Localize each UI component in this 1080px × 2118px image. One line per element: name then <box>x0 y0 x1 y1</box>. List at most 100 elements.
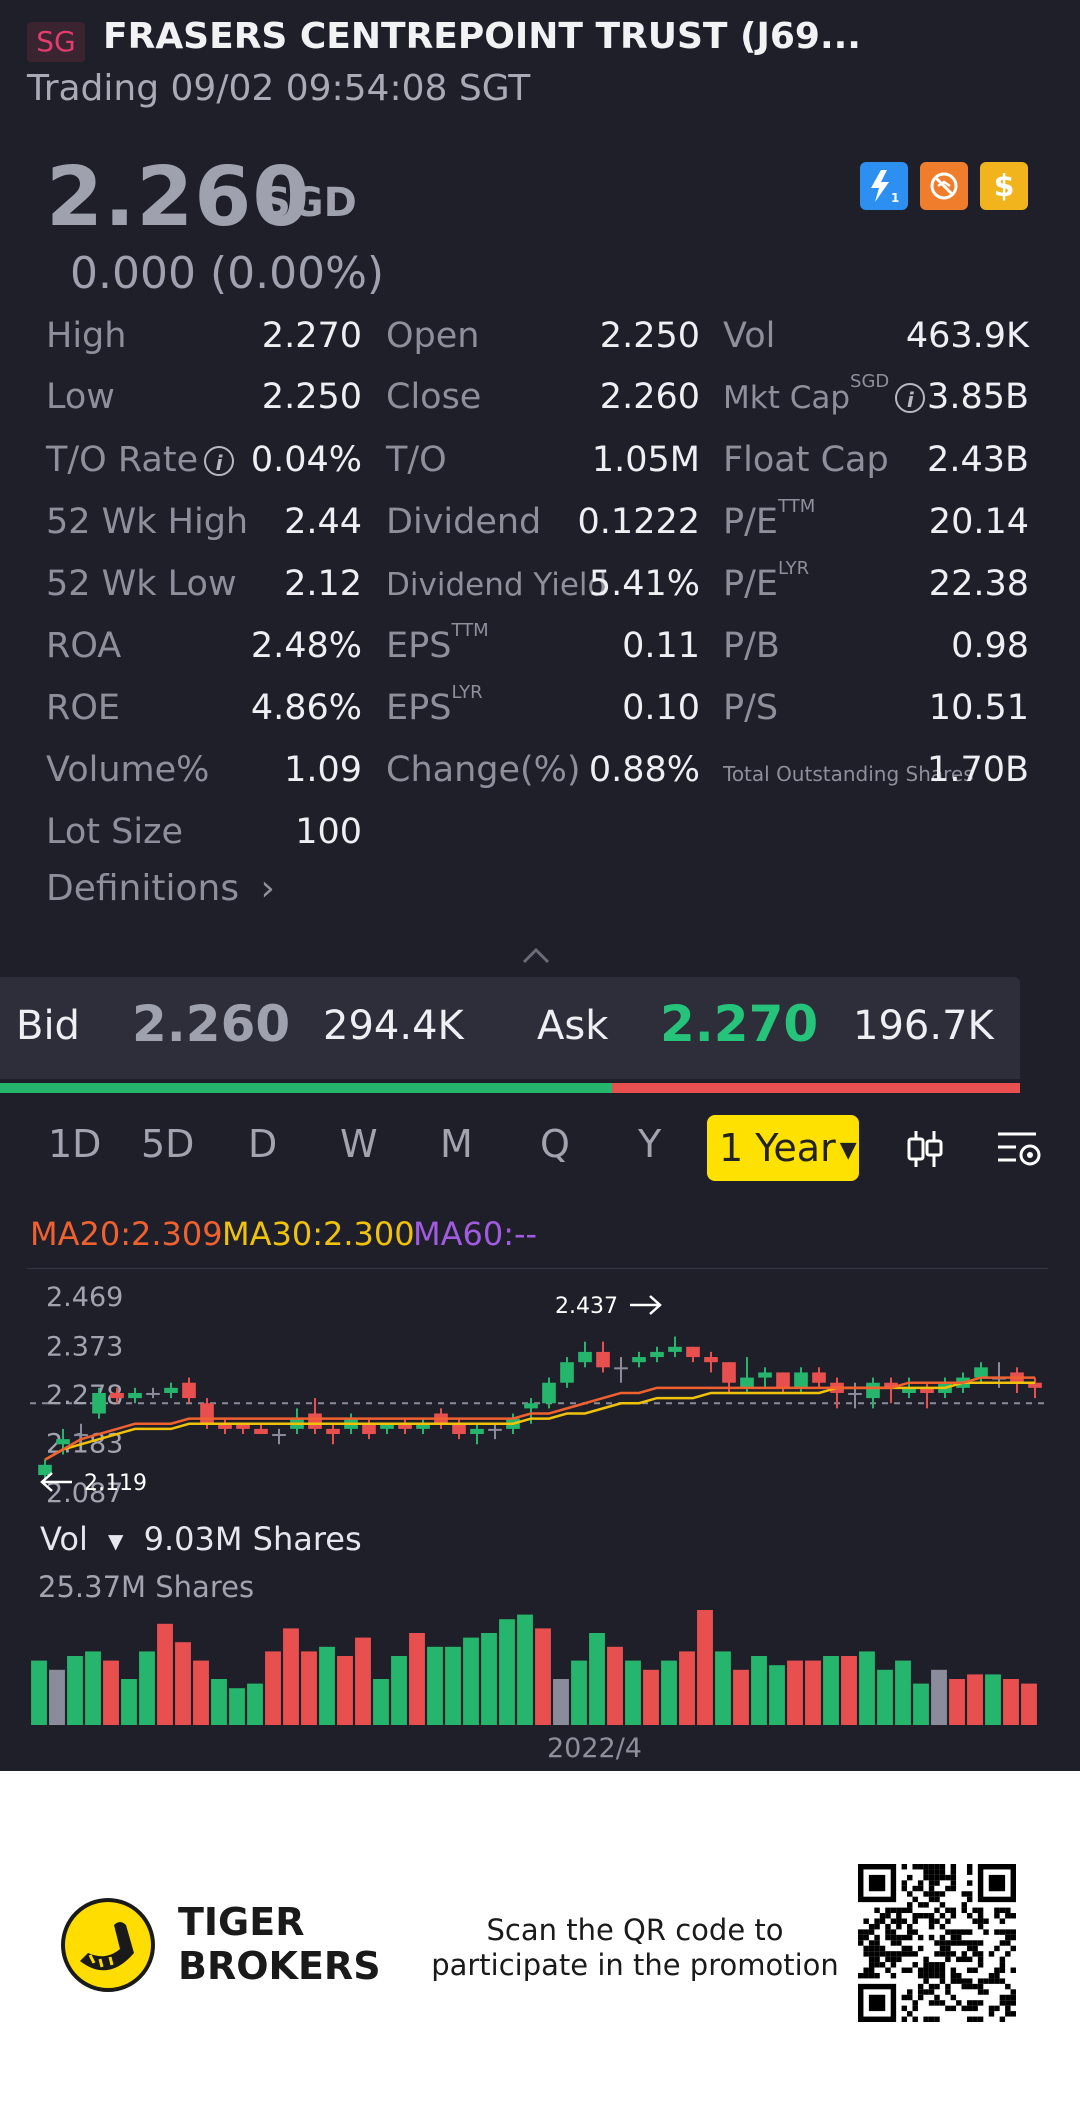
qr-module <box>912 1918 918 1924</box>
qr-module <box>945 1940 951 1946</box>
stat-52wk-high: 52 Wk High 2.44 <box>46 502 362 542</box>
qr-module <box>972 1983 978 1990</box>
candle-body <box>380 1423 394 1429</box>
qr-module <box>874 1934 880 1941</box>
candle-body <box>200 1403 214 1424</box>
qr-module <box>972 1907 978 1914</box>
qr-module <box>966 1880 973 1886</box>
ma30-label: MA30:2.300 <box>222 1215 415 1253</box>
qr-module <box>928 1885 935 1892</box>
qr-module <box>934 1962 940 1968</box>
svg-text:1: 1 <box>891 191 899 204</box>
qr-module <box>928 1913 935 1919</box>
qr-module <box>879 1945 886 1952</box>
dollar-icon[interactable]: $ <box>980 162 1028 210</box>
stat-roa: ROA 2.48% <box>46 626 362 666</box>
qr-module <box>939 1967 946 1973</box>
qr-finder <box>868 1874 886 1892</box>
qr-module <box>896 1951 902 1957</box>
qr-module <box>956 2000 962 2006</box>
definitions-link[interactable]: Definitions › <box>46 868 275 909</box>
volume-bar <box>67 1656 83 1725</box>
tab-d[interactable]: D <box>248 1122 278 1166</box>
qr-module <box>966 1869 973 1875</box>
qr-module <box>999 1962 1006 1968</box>
ask-size: 196.7K <box>853 1003 994 1049</box>
qr-module <box>890 1951 897 1957</box>
qr-module <box>945 1983 951 1990</box>
info-icon[interactable]: i <box>895 383 926 413</box>
tab-m[interactable]: M <box>440 1122 473 1166</box>
qr-module <box>928 1983 935 1990</box>
qr-module <box>874 1962 880 1968</box>
qr-module <box>907 1902 913 1908</box>
qr-code[interactable] <box>858 1864 1016 2022</box>
qr-module <box>945 1945 951 1952</box>
chevron-up-icon[interactable] <box>520 940 552 972</box>
qr-module <box>988 1972 995 1979</box>
tab-5d[interactable]: 5D <box>141 1122 195 1166</box>
qr-module <box>939 1934 946 1941</box>
qr-module <box>907 1874 913 1881</box>
qr-module <box>950 1874 957 1881</box>
candle-body <box>254 1428 268 1435</box>
stat-label: Low <box>46 377 115 417</box>
qr-module <box>961 1978 967 1984</box>
qr-module <box>928 2000 935 2006</box>
candle-body <box>596 1351 610 1368</box>
qr-module <box>912 2005 918 2012</box>
qr-module <box>939 1962 946 1968</box>
lightning-1-icon[interactable]: 1 <box>860 162 908 210</box>
qr-module <box>901 1945 908 1952</box>
tab-1d[interactable]: 1D <box>48 1122 102 1166</box>
stat-volume-pct: Volume% 1.09 <box>46 750 362 790</box>
bid-price[interactable]: 2.260 <box>132 995 291 1053</box>
qr-module <box>966 1913 973 1919</box>
qr-module <box>874 1951 880 1957</box>
qr-module <box>868 1951 875 1957</box>
volume-bar <box>373 1679 389 1725</box>
stat-value: 1.05M <box>591 440 700 480</box>
candle-body <box>398 1423 412 1429</box>
qr-module <box>874 1945 880 1952</box>
qr-module <box>950 1951 957 1957</box>
candle-body <box>794 1372 808 1388</box>
qr-module <box>928 1880 935 1886</box>
qr-module <box>950 1864 957 1870</box>
candlestick-type-icon[interactable] <box>903 1127 947 1171</box>
no-trade-icon[interactable] <box>920 162 968 210</box>
candle-body <box>884 1382 898 1388</box>
qr-module <box>907 1951 913 1957</box>
qr-module <box>939 1951 946 1957</box>
qr-module <box>917 1994 924 2001</box>
qr-module <box>961 1956 967 1963</box>
qr-module <box>901 1907 908 1914</box>
qr-module <box>983 1929 989 1935</box>
tab-q[interactable]: Q <box>540 1122 570 1166</box>
qr-module <box>934 1967 940 1973</box>
qr-module <box>907 2011 913 2017</box>
qr-module <box>950 1994 957 2001</box>
qr-module <box>923 1902 929 1908</box>
stat-label: P/E <box>723 564 779 604</box>
tab-w[interactable]: W <box>340 1122 378 1166</box>
volume-selector[interactable]: Vol ▼ 9.03M Shares <box>40 1520 362 1558</box>
stat-change-pct: Change(%) 0.88% <box>386 750 700 790</box>
qr-module <box>999 2000 1006 2006</box>
qr-module <box>917 1989 924 1995</box>
tab-y[interactable]: Y <box>638 1122 662 1166</box>
qr-module <box>901 1864 908 1870</box>
chevron-right-icon: › <box>260 868 275 909</box>
qr-module <box>858 1929 864 1935</box>
stat-label: ROE <box>46 688 120 728</box>
high-price-label: 2.437 <box>555 1294 618 1319</box>
info-icon[interactable]: i <box>204 446 235 476</box>
tab-1-year[interactable]: 1 Year ▼ <box>707 1115 859 1181</box>
ask-price[interactable]: 2.270 <box>660 995 819 1053</box>
qr-module <box>961 1951 967 1957</box>
indicator-settings-icon[interactable] <box>996 1127 1046 1171</box>
qr-module <box>868 1972 875 1979</box>
stat-value: 20.14 <box>928 502 1029 542</box>
stock-name[interactable]: FRASERS CENTREPOINT TRUST (J69... <box>103 16 861 57</box>
